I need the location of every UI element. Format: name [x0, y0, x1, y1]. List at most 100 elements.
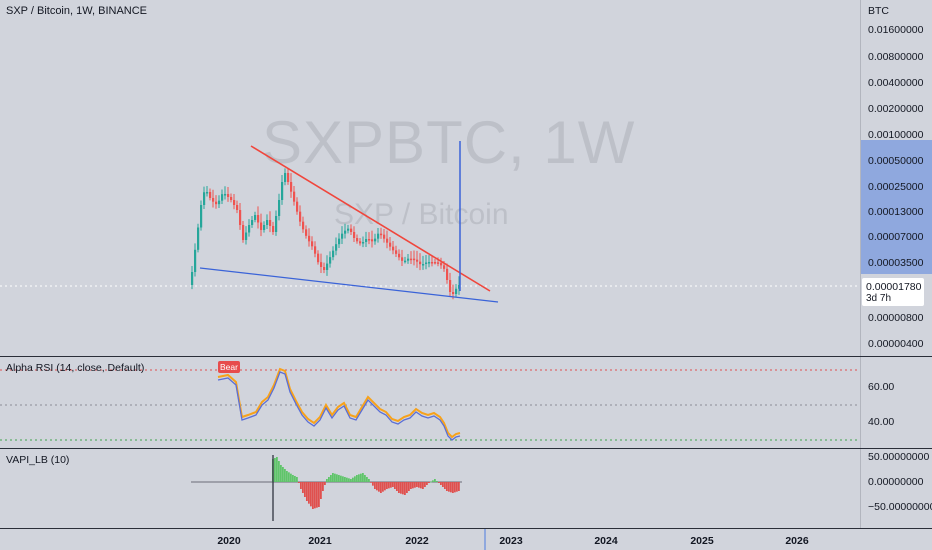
price-candle — [320, 262, 323, 267]
symbol-title[interactable]: SXP / Bitcoin, 1W, BINANCE — [6, 5, 148, 17]
price-candle — [347, 228, 350, 231]
vapi-histogram-bar — [318, 482, 320, 507]
price-candle — [200, 205, 203, 228]
vapi-histogram-bar — [328, 477, 330, 482]
time-tick: 2022 — [405, 535, 429, 547]
pane-separator[interactable] — [0, 356, 932, 357]
vapi-histogram-bar — [326, 479, 328, 482]
price-candle — [392, 246, 395, 251]
vapi-histogram-bar — [408, 482, 410, 491]
vapi-histogram-bar — [300, 482, 302, 489]
price-candle — [365, 239, 368, 242]
vapi-histogram-bar — [414, 482, 416, 488]
vapi-histogram-bar — [346, 477, 348, 482]
price-candle — [260, 222, 263, 230]
price-candle — [350, 228, 353, 232]
price-candle — [269, 220, 272, 226]
price-tick: 0.00003500 — [868, 257, 924, 269]
vapi-chart-canvas[interactable] — [0, 449, 860, 528]
vapi-histogram-bar — [446, 482, 448, 491]
price-candle — [344, 230, 347, 234]
vapi-title[interactable]: VAPI_LB (10) — [6, 454, 70, 466]
price-chart-pane[interactable]: SXPBTC, 1W SXP / Bitcoin SXP / Bitcoin, … — [0, 0, 860, 356]
vapi-histogram-bar — [280, 465, 282, 482]
price-candle — [302, 221, 305, 230]
rsi-indicator-pane[interactable]: Alpha RSI (14, close, Default) — [0, 357, 860, 448]
price-candle — [278, 200, 281, 216]
vapi-histogram-bar — [400, 482, 402, 494]
vapi-histogram-bar — [338, 475, 340, 482]
vapi-histogram-bar — [314, 482, 316, 509]
rsi-scale[interactable] — [860, 357, 932, 448]
rsi-slow-line — [217, 371, 461, 441]
vapi-indicator-pane[interactable]: VAPI_LB (10) — [0, 449, 860, 528]
vapi-histogram-bar — [298, 482, 300, 483]
price-candle — [458, 285, 461, 289]
price-candle — [353, 232, 356, 238]
vapi-histogram-bar — [404, 482, 406, 495]
vapi-histogram-bar — [384, 482, 386, 491]
price-tick: 0.00000400 — [868, 338, 924, 350]
vapi-histogram-bar — [360, 473, 362, 482]
price-tick: 0.00200000 — [868, 103, 924, 115]
price-candle — [332, 250, 335, 258]
price-candle — [254, 215, 257, 220]
vapi-histogram-bar — [390, 482, 392, 488]
vapi-histogram-bar — [362, 473, 364, 482]
rsi-title[interactable]: Alpha RSI (14, close, Default) — [6, 362, 145, 374]
price-candle — [281, 182, 284, 200]
vapi-histogram-bar — [354, 476, 356, 482]
vapi-histogram-bar — [336, 474, 338, 482]
current-price-badge: 0.00001780 3d 7h — [862, 278, 924, 306]
vapi-histogram-bar — [454, 482, 456, 493]
vapi-histogram-bar — [386, 482, 388, 489]
price-candle — [356, 238, 359, 242]
rsi-tick: 60.00 — [868, 381, 895, 393]
time-axis[interactable] — [0, 529, 860, 550]
price-candle — [359, 241, 362, 244]
price-candle — [209, 192, 212, 198]
vapi-histogram-bar — [348, 478, 350, 482]
price-candle — [212, 198, 215, 202]
vapi-histogram-bar — [396, 482, 398, 491]
price-tick: 0.00050000 — [868, 155, 924, 167]
vapi-histogram-bar — [410, 482, 412, 489]
price-candle — [404, 260, 407, 263]
price-candle — [341, 233, 344, 239]
price-candle — [263, 225, 266, 230]
price-candle — [398, 253, 401, 258]
vapi-scale[interactable] — [860, 449, 932, 528]
price-candle — [335, 244, 338, 251]
bear-signal-label: Bear — [218, 361, 240, 373]
vapi-histogram-bar — [324, 482, 326, 485]
price-candle — [446, 268, 449, 280]
vapi-histogram-bar — [306, 482, 308, 501]
vapi-histogram-bar — [440, 482, 442, 485]
price-candle — [389, 242, 392, 247]
time-tick: 2026 — [785, 535, 809, 547]
price-candle — [407, 258, 410, 261]
vapi-histogram-bar — [376, 482, 378, 491]
scale-currency: BTC — [868, 5, 889, 17]
rsi-chart-canvas[interactable] — [0, 357, 860, 448]
price-chart-canvas[interactable] — [0, 0, 860, 356]
time-tick: 2020 — [217, 535, 241, 547]
price-tick: 0.00000800 — [868, 312, 924, 324]
vapi-tick: 0.00000000 — [868, 476, 924, 488]
price-candle — [383, 234, 386, 239]
vapi-tick: −50.00000000 — [868, 501, 932, 513]
vapi-histogram-bar — [290, 473, 292, 482]
vapi-histogram-bar — [452, 482, 454, 493]
pane-separator[interactable] — [0, 448, 932, 449]
price-candle — [266, 220, 269, 225]
price-candle — [452, 292, 455, 294]
vapi-histogram-bar — [284, 469, 286, 482]
price-candle — [239, 210, 242, 225]
vapi-histogram-bar — [322, 482, 324, 491]
vapi-histogram-bar — [340, 475, 342, 482]
vapi-histogram-bar — [276, 457, 278, 482]
price-scale[interactable] — [860, 0, 932, 356]
vapi-histogram-bar — [358, 474, 360, 482]
vapi-histogram-bar — [350, 479, 352, 482]
price-tick: 0.00013000 — [868, 206, 924, 218]
